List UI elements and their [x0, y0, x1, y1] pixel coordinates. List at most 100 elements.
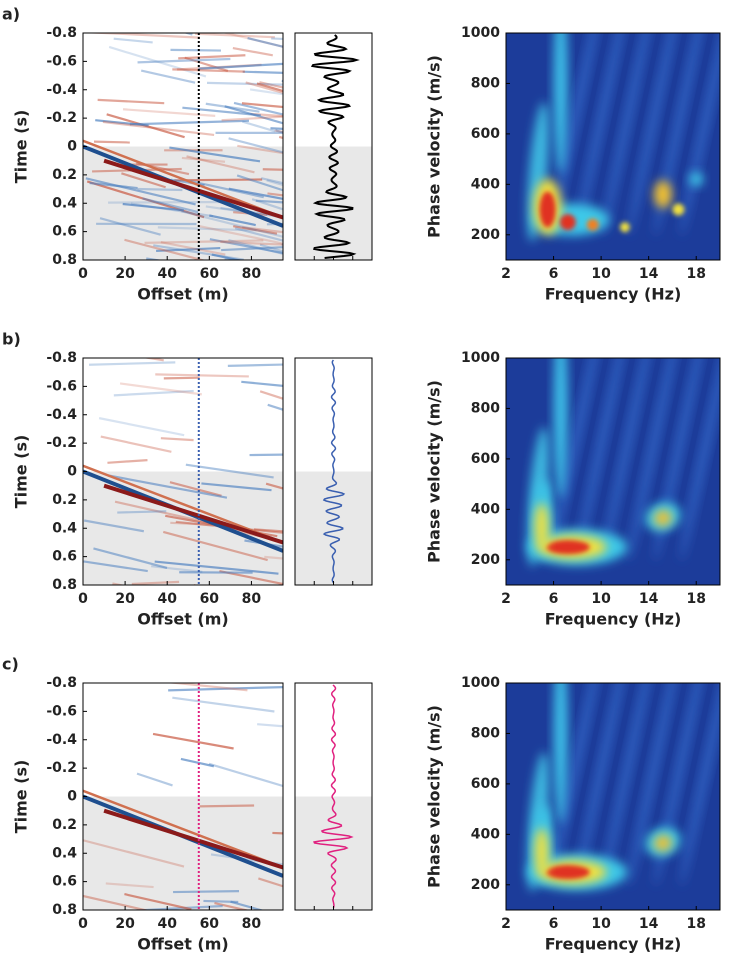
y-axis-label: Time (s)	[12, 435, 31, 509]
streak	[680, 683, 720, 886]
event	[163, 376, 200, 380]
event	[209, 238, 283, 255]
event	[245, 81, 283, 94]
y-tick-label: 0	[67, 139, 77, 155]
event	[131, 580, 180, 585]
y-tick-label: 200	[471, 552, 500, 568]
x-tick-label: 40	[157, 916, 177, 932]
y-tick-label: 0.6	[52, 224, 77, 240]
blob	[534, 502, 549, 551]
event	[107, 459, 148, 464]
event	[228, 238, 283, 255]
y-axis-label: Phase velocity (m/s)	[425, 380, 444, 563]
event	[233, 101, 283, 116]
event	[136, 772, 173, 787]
event	[208, 762, 283, 788]
event	[144, 239, 264, 244]
streak	[527, 101, 549, 242]
event	[242, 70, 283, 74]
y-tick-label: 600	[471, 451, 500, 467]
event	[281, 79, 283, 83]
x-tick-label: 60	[200, 591, 220, 607]
trace-wiggle	[322, 359, 346, 584]
event	[221, 115, 283, 122]
x-tick-label: 40	[157, 266, 177, 282]
y-tick-label: -0.8	[46, 675, 77, 691]
y-tick-label: 0.2	[52, 492, 77, 508]
event	[129, 119, 250, 126]
event	[268, 352, 301, 357]
y-axis-label: Phase velocity (m/s)	[425, 55, 444, 238]
event	[209, 214, 256, 227]
y-tick-label: 0	[67, 464, 77, 480]
event	[137, 57, 231, 64]
event	[184, 56, 229, 73]
event	[162, 530, 268, 562]
event	[122, 108, 216, 118]
event	[201, 482, 272, 492]
event	[105, 882, 154, 889]
plot-area	[506, 683, 720, 910]
y-tick-label: -0.2	[46, 110, 77, 126]
streak	[549, 33, 605, 236]
panel-label: c)	[2, 655, 19, 674]
y-tick-label: -0.4	[46, 732, 77, 748]
x-tick-label: 14	[639, 916, 659, 932]
event	[137, 187, 183, 192]
event	[172, 68, 245, 73]
x-tick-label: 10	[591, 916, 611, 932]
y-tick-label: -0.2	[46, 760, 77, 776]
blob	[653, 180, 672, 209]
x-tick-label: 14	[639, 591, 659, 607]
frame	[505, 682, 721, 911]
x-tick-label: 80	[242, 916, 262, 932]
plot-area	[83, 674, 300, 910]
x-tick-label: 18	[686, 916, 705, 932]
x-tick-label: 60	[200, 916, 220, 932]
event	[260, 177, 283, 185]
event	[257, 723, 283, 728]
event	[152, 732, 234, 750]
event	[172, 696, 275, 713]
event	[85, 177, 196, 206]
event	[175, 674, 300, 677]
streak	[553, 358, 568, 499]
x-tick-label: 40	[157, 591, 177, 607]
blob	[534, 827, 549, 876]
event	[165, 683, 248, 692]
x-tick-label: 20	[115, 266, 135, 282]
event	[142, 197, 199, 214]
trace-wiggle	[313, 684, 354, 909]
event	[140, 69, 196, 84]
event	[124, 238, 206, 260]
event	[98, 417, 185, 437]
event	[108, 45, 207, 78]
x-tick-label: 2	[501, 266, 511, 282]
streak	[549, 683, 605, 886]
y-tick-label: -0.8	[46, 25, 77, 41]
event	[122, 202, 184, 212]
x-tick-label: 20	[115, 591, 135, 607]
event	[97, 98, 165, 105]
streak	[602, 358, 658, 561]
streak	[654, 683, 710, 886]
x-tick-label: 10	[591, 266, 611, 282]
event	[108, 200, 230, 204]
event	[250, 112, 283, 118]
y-tick-label: 0.4	[52, 520, 77, 536]
y-tick-label: 1000	[461, 25, 500, 41]
y-tick-label: -0.4	[46, 82, 77, 98]
x-tick-label: 20	[115, 916, 135, 932]
y-tick-label: 400	[471, 826, 500, 842]
blob	[586, 218, 599, 231]
panel-label: b)	[2, 330, 21, 349]
y-tick-label: 400	[471, 176, 500, 192]
event	[234, 227, 283, 242]
event	[93, 140, 130, 144]
event	[247, 36, 283, 48]
arrival	[103, 158, 283, 220]
x-tick-label: 14	[639, 266, 659, 282]
arrival	[83, 789, 283, 869]
event	[151, 565, 203, 573]
streak	[553, 33, 568, 174]
